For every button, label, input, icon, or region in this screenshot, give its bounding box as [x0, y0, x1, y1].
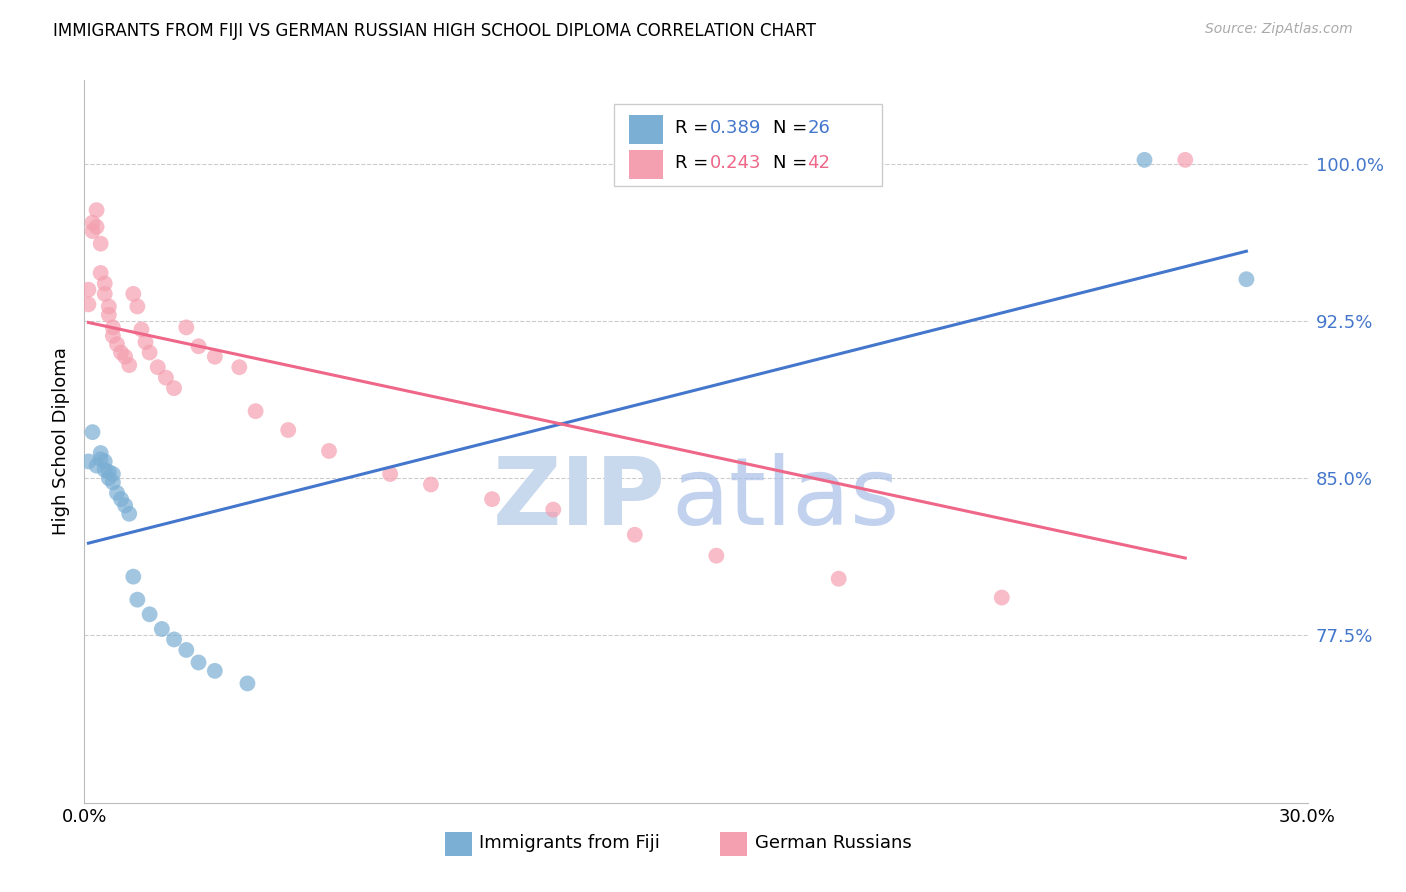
- Point: [127, 300, 149, 314]
- Point: [624, 527, 647, 541]
- Text: 0.243: 0.243: [710, 153, 761, 172]
- Point: [318, 444, 340, 458]
- Text: 42: 42: [807, 153, 831, 172]
- Point: [97, 308, 120, 322]
- Point: [481, 492, 503, 507]
- Text: IMMIGRANTS FROM FIJI VS GERMAN RUSSIAN HIGH SCHOOL DIPLOMA CORRELATION CHART: IMMIGRANTS FROM FIJI VS GERMAN RUSSIAN H…: [53, 22, 817, 40]
- Point: [127, 592, 149, 607]
- FancyBboxPatch shape: [446, 832, 472, 855]
- Point: [90, 266, 112, 280]
- Point: [187, 656, 209, 670]
- Point: [228, 360, 250, 375]
- Point: [706, 549, 728, 563]
- Point: [1133, 153, 1156, 167]
- Point: [101, 320, 124, 334]
- Point: [101, 475, 124, 490]
- Point: [122, 286, 145, 301]
- Text: N =: N =: [773, 119, 813, 136]
- Point: [146, 360, 169, 375]
- Point: [82, 224, 104, 238]
- Point: [245, 404, 267, 418]
- Point: [163, 632, 186, 647]
- Point: [93, 277, 115, 291]
- Point: [86, 458, 108, 473]
- Point: [380, 467, 402, 481]
- Point: [131, 322, 153, 336]
- Point: [77, 454, 100, 468]
- Point: [101, 467, 124, 481]
- Point: [105, 337, 128, 351]
- Point: [110, 492, 132, 507]
- Point: [991, 591, 1014, 605]
- Point: [828, 572, 851, 586]
- Point: [114, 350, 136, 364]
- Text: ZIP: ZIP: [492, 453, 665, 545]
- Point: [135, 334, 157, 349]
- Text: Source: ZipAtlas.com: Source: ZipAtlas.com: [1205, 22, 1353, 37]
- Point: [114, 499, 136, 513]
- Point: [204, 664, 226, 678]
- FancyBboxPatch shape: [628, 150, 664, 178]
- Point: [150, 622, 173, 636]
- Point: [420, 477, 443, 491]
- Point: [1174, 153, 1197, 167]
- Point: [77, 283, 100, 297]
- Point: [105, 486, 128, 500]
- FancyBboxPatch shape: [628, 115, 664, 144]
- Point: [204, 350, 226, 364]
- FancyBboxPatch shape: [720, 832, 748, 855]
- FancyBboxPatch shape: [614, 104, 882, 186]
- Point: [236, 676, 259, 690]
- Point: [82, 216, 104, 230]
- Point: [97, 471, 120, 485]
- Point: [86, 203, 108, 218]
- Text: atlas: atlas: [672, 453, 900, 545]
- Point: [82, 425, 104, 439]
- Point: [277, 423, 299, 437]
- Text: R =: R =: [675, 119, 714, 136]
- Point: [155, 370, 177, 384]
- Point: [90, 446, 112, 460]
- Point: [90, 452, 112, 467]
- Text: R =: R =: [675, 153, 714, 172]
- Y-axis label: High School Diploma: High School Diploma: [52, 348, 70, 535]
- Point: [110, 345, 132, 359]
- Point: [77, 297, 100, 311]
- Point: [543, 502, 565, 516]
- Point: [93, 463, 115, 477]
- Point: [122, 569, 145, 583]
- Point: [118, 358, 141, 372]
- Point: [174, 320, 197, 334]
- Point: [1236, 272, 1258, 286]
- Text: Immigrants from Fiji: Immigrants from Fiji: [479, 833, 661, 852]
- Point: [97, 465, 120, 479]
- Point: [93, 286, 115, 301]
- Point: [138, 607, 160, 622]
- Point: [86, 219, 108, 234]
- Point: [97, 300, 120, 314]
- Point: [163, 381, 186, 395]
- Point: [187, 339, 209, 353]
- Point: [101, 328, 124, 343]
- Text: 26: 26: [807, 119, 830, 136]
- Point: [93, 454, 115, 468]
- Text: N =: N =: [773, 153, 813, 172]
- Point: [174, 643, 197, 657]
- Text: 0.389: 0.389: [710, 119, 761, 136]
- Text: German Russians: German Russians: [755, 833, 911, 852]
- Point: [138, 345, 160, 359]
- Point: [118, 507, 141, 521]
- Point: [90, 236, 112, 251]
